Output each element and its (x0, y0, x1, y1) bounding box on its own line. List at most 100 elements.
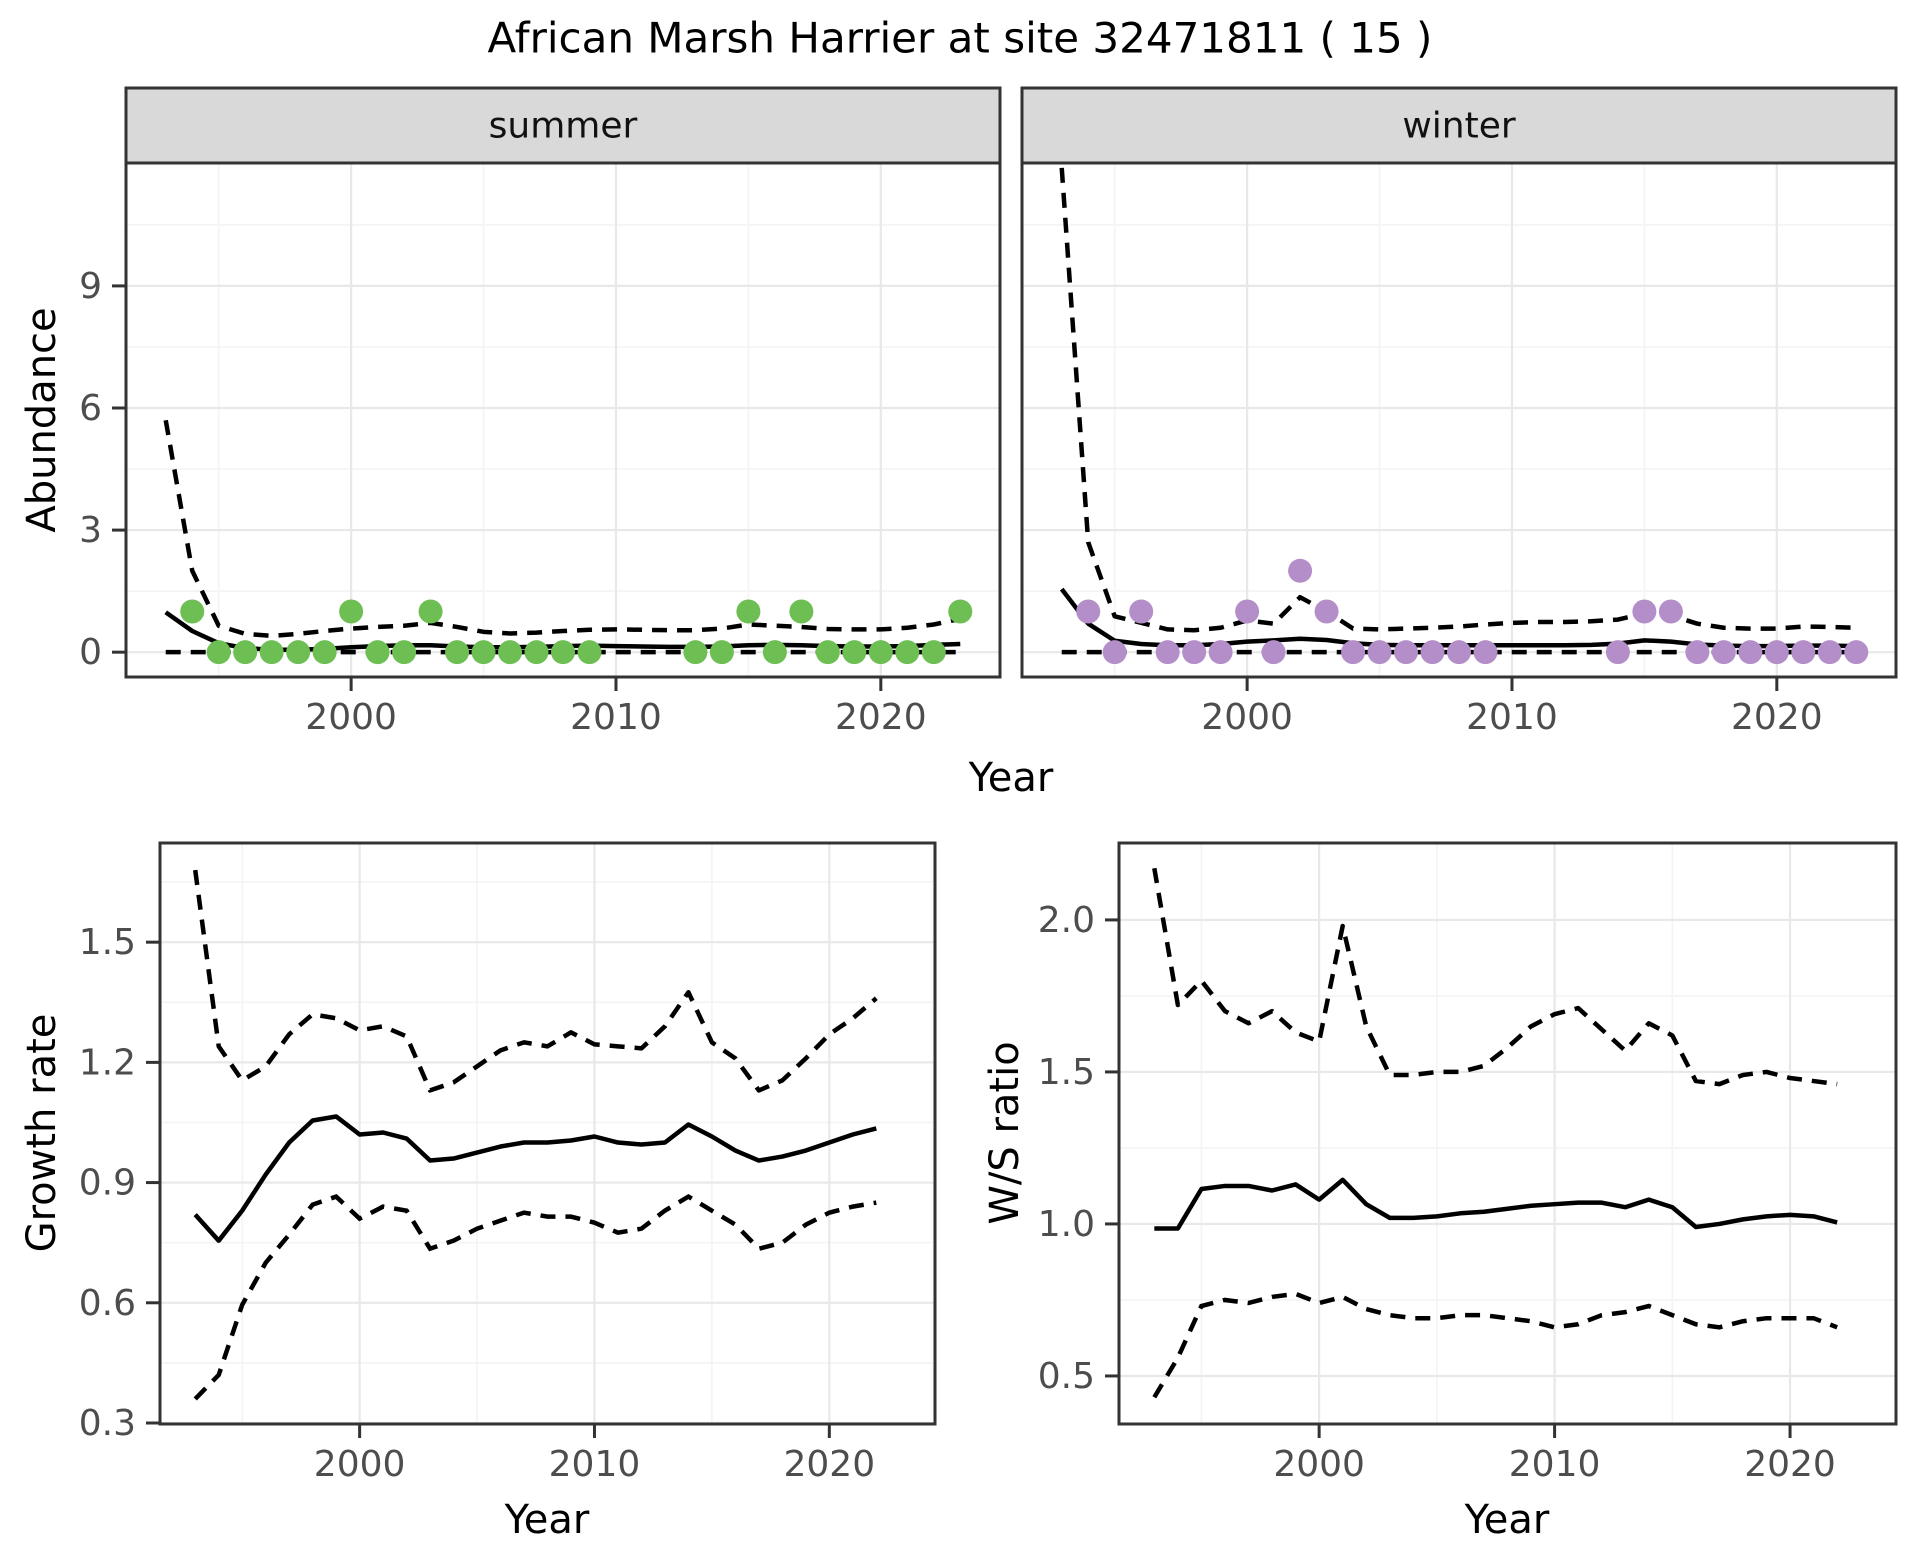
ci-lower-line (1152, 1291, 1838, 1399)
x-tick-label: 2010 (1509, 1444, 1601, 1485)
y-tick-label: 1.5 (1038, 1052, 1095, 1093)
observation-point (1420, 640, 1445, 665)
year-axis-title-top: Year (968, 755, 1054, 801)
observation-point (551, 640, 575, 665)
observation-point (683, 640, 708, 665)
mean-line (1154, 1177, 1838, 1231)
growth-rate-axis-title: Growth rate (19, 1013, 65, 1253)
x-tick-label: 2000 (1201, 697, 1293, 738)
observation-point (1235, 599, 1260, 624)
observation-point (365, 640, 390, 665)
panel-background (126, 163, 1000, 677)
observation-point (1817, 640, 1842, 665)
observation-point (1711, 640, 1736, 665)
observation-point (286, 640, 311, 665)
observation-point (1447, 640, 1471, 665)
x-tick-label: 2010 (570, 697, 662, 738)
y-tick-label: 0.5 (1038, 1356, 1095, 1397)
observation-point (233, 640, 258, 665)
observation-point (1076, 599, 1101, 624)
y-tick-label: 0.9 (79, 1163, 136, 1204)
observation-point (1367, 640, 1392, 665)
mean-line (193, 1114, 877, 1243)
ci-upper-line (1152, 867, 1838, 1087)
observation-point (180, 599, 205, 624)
observation-point (815, 640, 840, 665)
facet-strip (1020, 86, 1898, 165)
observation-point (895, 640, 920, 665)
observation-point (1394, 640, 1419, 665)
year-axis-title-ws: Year (1464, 1497, 1550, 1543)
observation-point (1261, 640, 1286, 665)
observation-point (1844, 640, 1869, 665)
observation-point (842, 640, 867, 665)
observation-point (1129, 599, 1154, 624)
y-tick-label: 1.2 (79, 1042, 136, 1083)
observation-point (1182, 640, 1207, 665)
observation-point (709, 640, 734, 665)
x-tick-label: 2000 (1273, 1444, 1365, 1485)
year-axis-title-growth: Year (504, 1497, 590, 1543)
ci-upper-line (1059, 167, 1857, 633)
x-tick-label: 2000 (305, 697, 397, 738)
panel-background (160, 843, 935, 1424)
facet-strip (124, 86, 1002, 165)
observation-point (259, 640, 284, 665)
x-tick-label: 2010 (549, 1444, 641, 1485)
y-tick-label: 6 (79, 388, 102, 429)
ws-ratio-panel: 2000 2010 2020 0.5 1.0 1.5 2.0 (1038, 841, 1898, 1485)
observation-point (1632, 599, 1657, 624)
ci-lower-line (193, 1193, 877, 1401)
abundance-axis-title: Abundance (19, 307, 65, 533)
x-tick-label: 2000 (314, 1444, 406, 1485)
observation-points (180, 599, 973, 665)
y-tick-label: 1.5 (79, 922, 136, 963)
observation-point (1764, 640, 1789, 665)
observation-point (1473, 640, 1498, 665)
y-tick-label: 0 (79, 632, 102, 673)
observation-point (1341, 640, 1366, 665)
observation-point (445, 640, 470, 665)
observation-point (392, 640, 417, 665)
ci-upper-line (163, 419, 961, 639)
y-tick-label: 9 (79, 266, 102, 307)
growth-rate-panel: 2000 2010 2020 0.3 0.6 0.9 1.2 1.5 (79, 841, 937, 1485)
observation-points (1076, 558, 1869, 665)
observation-point (524, 640, 549, 665)
observation-point (577, 640, 602, 665)
observation-point (789, 599, 814, 624)
observation-point (1738, 640, 1763, 665)
x-tick-label: 2020 (1744, 1444, 1836, 1485)
panel-border (158, 841, 937, 1426)
observation-point (1155, 640, 1180, 665)
panel-background (1119, 843, 1896, 1424)
observation-point (1102, 640, 1127, 665)
observation-point (1658, 599, 1683, 624)
summer-abundance-panel: 2000 2010 2020 0 3 6 9 (79, 86, 1002, 738)
x-tick-label: 2020 (784, 1444, 876, 1485)
observation-point (1314, 599, 1339, 624)
observation-point (339, 599, 364, 624)
panel-background (1022, 163, 1896, 677)
x-tick-label: 2010 (1466, 697, 1558, 738)
y-tick-label: 0.3 (79, 1403, 136, 1444)
observation-point (312, 640, 337, 665)
observation-point (471, 640, 496, 665)
observation-point (736, 599, 761, 624)
panel-border (1117, 841, 1898, 1426)
observation-point (921, 640, 946, 665)
x-tick-label: 2020 (835, 697, 927, 738)
winter-abundance-panel: 2000 2010 2020 (1020, 86, 1898, 738)
observation-point (498, 640, 523, 665)
observation-point (948, 599, 973, 624)
observation-point (1685, 640, 1710, 665)
observation-point (868, 640, 893, 665)
y-tick-label: 0.6 (79, 1283, 136, 1324)
ws-ratio-axis-title: W/S ratio (982, 1041, 1028, 1225)
facet-label-summer: summer (488, 105, 638, 147)
observation-point (206, 640, 231, 665)
observation-point (762, 640, 787, 665)
y-tick-label: 2.0 (1038, 900, 1095, 941)
